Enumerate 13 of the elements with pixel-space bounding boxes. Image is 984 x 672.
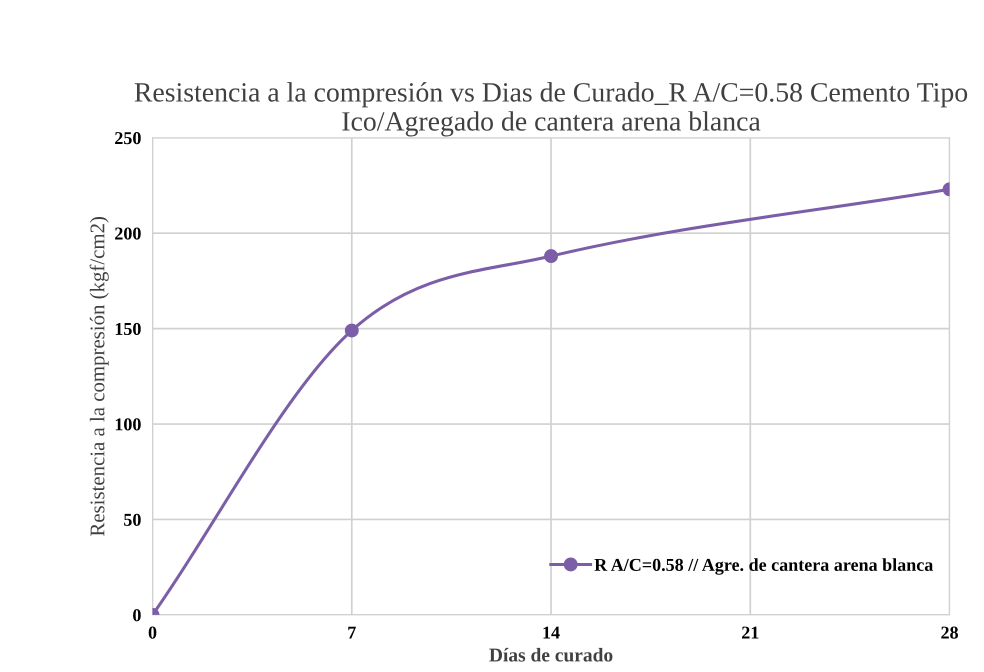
y-axis-title: Resistencia a la compresión (kgf/cm2) (90, 216, 109, 536)
x-tick-label: 0 (148, 626, 156, 639)
y-tick-label: 150 (116, 322, 141, 336)
x-tick-label: 7 (348, 626, 356, 639)
x-tick-label: 21 (742, 626, 758, 639)
legend-label: R A/C=0.58 // Agre. de cantera arena blanca (594, 558, 934, 575)
x-tick-label: 28 (941, 626, 958, 639)
y-tick-label: 50 (124, 514, 141, 526)
x-axis-title: Días de curado (489, 648, 612, 662)
y-tick-label: 200 (115, 227, 141, 240)
y-tick-label: 0 (133, 609, 141, 622)
x-tick-label: 14 (543, 626, 560, 639)
y-tick-label: 100 (116, 418, 141, 430)
